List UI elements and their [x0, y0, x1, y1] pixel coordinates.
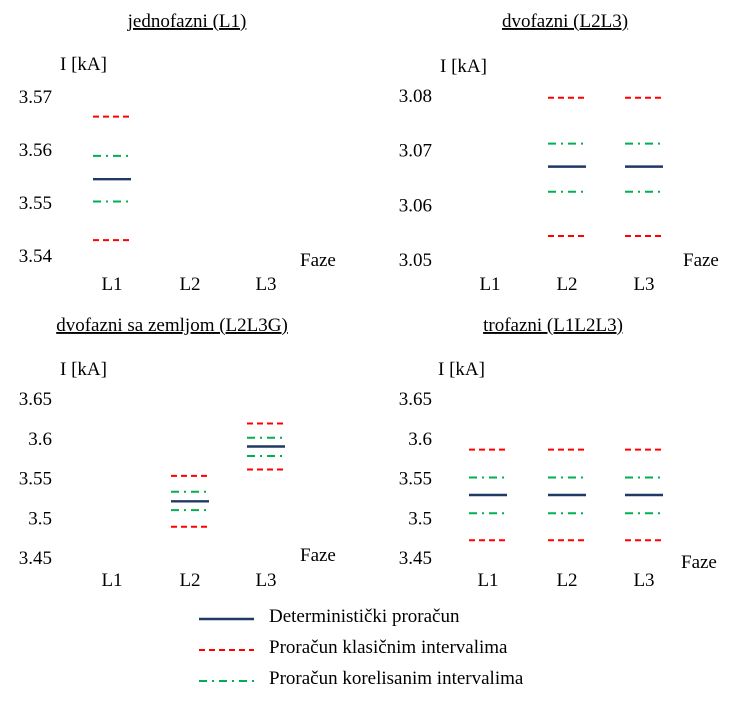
legend-label: Proračun korelisanim intervalima	[269, 668, 524, 689]
x-tick-labels: L1 L2 L3	[479, 274, 654, 295]
x-tick-label: L2	[179, 570, 200, 591]
y-axis-label: I [kA]	[438, 359, 485, 380]
y-tick-labels: 3.45 3.5 3.55 3.6 3.65	[399, 389, 432, 569]
legend-swatch-solid	[199, 617, 254, 621]
y-axis-label: I [kA]	[60, 54, 107, 75]
legend-item-deterministic: Deterministički proračun	[196, 605, 616, 633]
data-marks	[171, 422, 285, 528]
x-axis-label: Faze	[681, 552, 717, 573]
panel-title: trofazni (L1L2L3)	[483, 315, 623, 336]
panel-dvofazni: dvofazni (L2L3) I [kA] Faze 3.05 3.06 3.07…	[399, 11, 719, 295]
y-axis-label: I [kA]	[440, 56, 487, 77]
y-tick-label: 3.55	[19, 469, 52, 490]
y-tick-label: 3.55	[19, 193, 52, 214]
panel-jednofazni: jednofazni (L1) I [kA] Faze 3.54 3.55 3.56…	[19, 11, 336, 295]
y-tick-label: 3.57	[19, 87, 52, 108]
legend-item-classic: Proračun klasičnim intervalima	[196, 636, 616, 664]
y-tick-label: 3.65	[399, 389, 432, 410]
y-tick-label: 3.45	[19, 548, 52, 569]
y-tick-label: 3.45	[399, 548, 432, 569]
legend-swatch-dashed	[199, 649, 254, 651]
data-marks	[548, 96, 663, 238]
x-tick-label: L1	[101, 570, 122, 591]
y-tick-label: 3.55	[399, 469, 432, 490]
x-tick-label: L2	[556, 274, 577, 295]
y-tick-label: 3.05	[399, 250, 432, 271]
legend-label: Proračun klasičnim intervalima	[269, 637, 508, 658]
x-tick-label: L1	[479, 274, 500, 295]
panel-title: dvofazni sa zemljom (L2L3G)	[56, 315, 288, 336]
x-tick-label: L3	[633, 274, 654, 295]
panel-trofazni: trofazni (L1L2L3) I [kA] Faze 3.45 3.5 3.5…	[399, 315, 717, 591]
y-tick-label: 3.07	[399, 141, 432, 162]
y-axis-label: I [kA]	[60, 359, 107, 380]
x-axis-label: Faze	[300, 545, 336, 566]
y-tick-label: 3.08	[399, 86, 432, 107]
legend-label: Deterministički proračun	[269, 606, 460, 627]
y-tick-label: 3.6	[408, 429, 432, 450]
y-tick-label: 3.5	[28, 508, 52, 529]
x-axis-label: Faze	[300, 250, 336, 271]
x-tick-label: L1	[101, 274, 122, 295]
y-tick-labels: 3.05 3.06 3.07 3.08	[399, 86, 432, 271]
x-tick-label: L2	[556, 570, 577, 591]
panel-title: jednofazni (L1)	[127, 11, 247, 32]
x-tick-label: L1	[477, 570, 498, 591]
x-tick-label: L3	[633, 570, 654, 591]
y-tick-labels: 3.45 3.5 3.55 3.6 3.65	[19, 389, 52, 569]
x-tick-label: L3	[255, 570, 276, 591]
legend-item-correlated: Proračun korelisanim intervalima	[196, 667, 616, 695]
x-tick-label: L2	[179, 274, 200, 295]
y-tick-label: 3.6	[28, 429, 52, 450]
y-tick-labels: 3.54 3.55 3.56 3.57	[19, 87, 53, 267]
y-tick-label: 3.56	[19, 140, 52, 161]
x-tick-labels: L1 L2 L3	[477, 570, 654, 591]
panel-title: dvofazni (L2L3)	[502, 11, 628, 32]
x-tick-label: L3	[255, 274, 276, 295]
panel-dvofazni-sa-zemljom: dvofazni sa zemljom (L2L3G) I [kA] Faze …	[19, 315, 336, 591]
y-tick-label: 3.5	[408, 508, 432, 529]
x-tick-labels: L1 L2 L3	[101, 274, 276, 295]
data-marks	[469, 448, 663, 542]
data-marks	[93, 115, 131, 242]
y-tick-label: 3.65	[19, 389, 52, 410]
legend: Deterministički proračun Proračun klasič…	[196, 605, 616, 697]
x-tick-labels: L1 L2 L3	[101, 570, 276, 591]
y-tick-label: 3.54	[19, 246, 53, 267]
legend-swatch-dashdot	[199, 680, 254, 682]
x-axis-label: Faze	[683, 250, 719, 271]
y-tick-label: 3.06	[399, 195, 432, 216]
